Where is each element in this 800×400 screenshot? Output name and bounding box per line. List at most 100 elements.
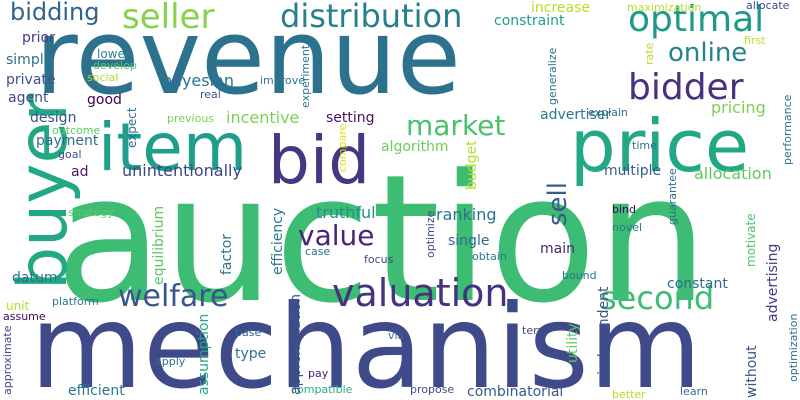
word-assumption: assumption [196, 313, 212, 395]
word-approximate: approximate [1, 325, 14, 395]
word-maximization: maximization [627, 1, 702, 14]
word-advertiser: advertiser [540, 107, 612, 123]
word-setting: setting [326, 110, 375, 126]
word-prior: prior [22, 30, 55, 46]
word-incentive: incentive [226, 108, 300, 127]
word-first: first [744, 34, 766, 47]
word-bind: bind [612, 203, 636, 216]
word-revenue: revenue [35, 0, 461, 118]
word-main: main [540, 241, 575, 257]
word-unit: unit [6, 299, 30, 313]
word-independent: independent [596, 286, 612, 376]
word-pay: pay [308, 367, 329, 380]
word-simple: simple [6, 52, 53, 68]
word-social: social [87, 71, 119, 84]
word-efficient: efficient [68, 383, 125, 399]
word-previous: previous [167, 112, 215, 125]
word-auction: auction [55, 137, 709, 342]
word-outcome: outcome [52, 124, 101, 137]
word-single: single [448, 233, 490, 249]
word-unintentionally: unintentionally [122, 161, 242, 180]
word-term: term [522, 324, 549, 337]
word-allocation: allocation [694, 164, 772, 183]
word-combinatorial: combinatorial [467, 384, 564, 400]
word-optimization: optimization [787, 313, 800, 382]
word-datum: datum [12, 270, 58, 286]
word-apply: apply [155, 355, 186, 368]
word-via: via [388, 329, 405, 342]
word-distribution: distribution [280, 0, 463, 35]
word-budget: budget [464, 140, 480, 190]
word-seller: seller [122, 0, 215, 37]
word-generalize: generalize [546, 47, 559, 105]
word-valuation: valuation [332, 271, 509, 315]
word-motivate: motivate [744, 213, 758, 267]
word-market: market [406, 109, 506, 142]
word-price: price [570, 104, 750, 188]
word-payment: payment [36, 133, 99, 149]
word-propose: propose [410, 383, 455, 396]
word-bound: bound [562, 269, 597, 282]
word-multiple: multiple [604, 163, 662, 179]
word-lower: lower [97, 47, 130, 61]
word-optimal: optimal [628, 0, 765, 40]
word-private: private [6, 72, 56, 88]
word-bid: bid [268, 122, 371, 199]
word-efficiency: efficiency [270, 207, 286, 275]
word-advertising: advertising [765, 243, 781, 322]
word-case: case [305, 245, 331, 258]
word-good: good [87, 92, 122, 108]
word-guarantee: guarantee [666, 168, 679, 225]
word-time: time [632, 139, 657, 152]
word-focus: focus [364, 253, 394, 266]
word-welfare: welfare [118, 279, 229, 314]
word-base: base [235, 326, 262, 339]
word-online: online [668, 38, 748, 68]
word-goal: goal [58, 148, 82, 161]
word-utility: utility [565, 323, 581, 363]
word-performance: performance [781, 94, 794, 165]
word-algorithm: algorithm [381, 139, 449, 155]
word-allocate: allocate [746, 0, 790, 12]
word-experiment: experiment [299, 44, 312, 108]
word-increase: increase [531, 0, 591, 16]
word-novel: novel [612, 221, 643, 234]
word-agent: agent [8, 90, 49, 106]
word-obtain: obtain [472, 250, 507, 263]
word-optimize: optimize [424, 210, 437, 258]
word-compatible: compatible [291, 383, 353, 396]
word-compare: compare [336, 123, 349, 172]
word-bidder: bidder [628, 67, 744, 108]
word-bayesian: bayesian [162, 71, 234, 90]
word-approximation: approximation [288, 293, 304, 395]
word-equilibrium: equilibrium [151, 205, 167, 285]
word-real: real [200, 88, 221, 101]
word-improve: improve [260, 74, 306, 87]
word-better: better [612, 388, 646, 400]
word-second: second [600, 279, 715, 317]
word-item: item [98, 109, 248, 186]
word-factor: factor [219, 233, 235, 275]
word-pricing: pricing [711, 98, 766, 117]
word-ranking: ranking [436, 205, 497, 224]
word-design: design [30, 110, 77, 126]
word-platform: platform [52, 295, 99, 308]
word-strategy: strategy [68, 206, 114, 219]
word-mechanism: mechanism [30, 280, 702, 400]
word-value: value [298, 219, 375, 252]
word-assume: assume [3, 310, 46, 323]
word-develop: develop [93, 59, 137, 72]
word-explain: explain [588, 106, 628, 119]
word-rate: rate [643, 42, 656, 65]
word-truthful: truthful [316, 203, 376, 222]
word-type: type [235, 346, 267, 362]
word-without: without [744, 345, 760, 398]
word-constraint: constraint [494, 13, 565, 29]
word-expect: expect [125, 107, 139, 148]
word-ad: ad [71, 164, 89, 180]
word-learn: learn [680, 385, 708, 398]
word-constant: constant [667, 276, 728, 292]
word-bidding: bidding [10, 0, 100, 26]
word-sell: sell [543, 182, 573, 226]
